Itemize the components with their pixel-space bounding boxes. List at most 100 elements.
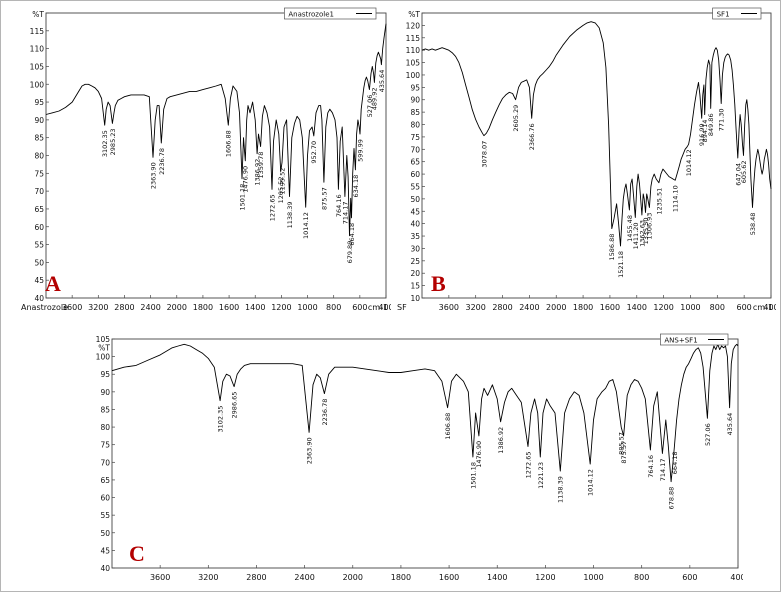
svg-text:2236.78: 2236.78: [158, 148, 166, 175]
svg-text:120: 120: [406, 21, 421, 30]
svg-text:95: 95: [34, 98, 44, 107]
svg-text:%T: %T: [408, 10, 420, 19]
svg-text:SF1: SF1: [717, 11, 730, 19]
svg-text:1306.93: 1306.93: [646, 213, 654, 240]
svg-text:2363.90: 2363.90: [305, 437, 313, 464]
svg-text:664.18: 664.18: [671, 451, 679, 474]
svg-text:1235.51: 1235.51: [655, 188, 663, 215]
svg-text:1359.78: 1359.78: [257, 152, 265, 179]
svg-text:605.62: 605.62: [740, 161, 748, 184]
svg-text:1606.88: 1606.88: [225, 130, 233, 157]
svg-text:1138.39: 1138.39: [286, 201, 294, 228]
svg-text:55: 55: [100, 511, 110, 520]
svg-text:714.17: 714.17: [659, 459, 667, 482]
svg-text:50: 50: [410, 195, 420, 204]
svg-text:95: 95: [100, 370, 110, 379]
svg-text:800: 800: [326, 303, 341, 312]
svg-text:35: 35: [410, 232, 420, 241]
svg-text:100: 100: [30, 80, 45, 89]
svg-text:2800: 2800: [492, 303, 512, 312]
svg-text:1000: 1000: [297, 303, 317, 312]
svg-text:1501.18: 1501.18: [238, 184, 246, 211]
svg-text:2986.65: 2986.65: [230, 392, 238, 419]
svg-text:875.57: 875.57: [320, 187, 328, 210]
svg-text:10: 10: [410, 294, 420, 303]
svg-text:952.70: 952.70: [310, 141, 318, 164]
svg-text:25: 25: [410, 257, 420, 266]
svg-text:90: 90: [34, 116, 44, 125]
svg-text:1455.48: 1455.48: [626, 215, 634, 242]
svg-text:600: 600: [682, 573, 697, 582]
svg-text:1362.63: 1362.63: [638, 220, 646, 247]
svg-text:115: 115: [406, 34, 421, 43]
svg-text:679.89: 679.89: [346, 241, 354, 264]
svg-text:1200: 1200: [535, 573, 555, 582]
svg-text:714.17: 714.17: [341, 201, 349, 224]
svg-text:1200: 1200: [271, 303, 291, 312]
svg-text:45: 45: [100, 546, 110, 555]
svg-text:3600: 3600: [150, 573, 170, 582]
spectrum-chart-sf: 10 15 20 25 30 35 40 45 50 55 60 65 70 75 80 85 90 95 100 1…: [397, 7, 776, 312]
svg-text:30: 30: [410, 244, 420, 253]
svg-text:2400: 2400: [519, 303, 539, 312]
svg-text:3102.35: 3102.35: [217, 406, 225, 433]
svg-text:435.64: 435.64: [726, 413, 734, 436]
svg-text:1114.10: 1114.10: [672, 185, 680, 212]
svg-text:2000: 2000: [167, 303, 187, 312]
svg-text:764.16: 764.16: [335, 194, 343, 217]
svg-text:55: 55: [410, 182, 420, 191]
panel-b: 10 15 20 25 30 35 40 45 50 55 60 65 70 75 80 85 90 95 100 1…: [395, 5, 776, 319]
svg-text:75: 75: [100, 441, 110, 450]
svg-text:1195.52: 1195.52: [278, 168, 286, 195]
svg-text:55: 55: [34, 241, 44, 250]
svg-text:3200: 3200: [88, 303, 108, 312]
panel-c: 40 45 50 55 60 65 70 75 80 85 90 95 100 105 %T 3600 3200…: [85, 331, 743, 589]
svg-text:400: 400: [378, 303, 391, 312]
svg-text:2236.78: 2236.78: [321, 399, 329, 426]
svg-text:400: 400: [730, 573, 743, 582]
svg-text:105: 105: [406, 59, 421, 68]
svg-text:1386.92: 1386.92: [253, 159, 261, 186]
svg-text:875.57: 875.57: [620, 441, 628, 464]
svg-text:80: 80: [100, 423, 110, 432]
svg-text:2366.76: 2366.76: [528, 123, 536, 150]
svg-text:3102.35: 3102.35: [101, 130, 109, 157]
svg-text:1800: 1800: [573, 303, 593, 312]
svg-text:1586.88: 1586.88: [608, 234, 616, 261]
svg-text:60: 60: [410, 170, 420, 179]
svg-text:100: 100: [96, 353, 111, 362]
svg-text:70: 70: [34, 187, 44, 196]
svg-text:1000: 1000: [680, 303, 700, 312]
svg-text:489.92: 489.92: [371, 87, 379, 110]
svg-text:65: 65: [100, 476, 110, 485]
svg-text:60: 60: [100, 494, 110, 503]
svg-text:1400: 1400: [245, 303, 265, 312]
svg-text:1800: 1800: [193, 303, 213, 312]
svg-text:664.18: 664.18: [348, 223, 356, 246]
svg-text:800: 800: [710, 303, 725, 312]
svg-text:20: 20: [410, 269, 420, 278]
svg-text:1400: 1400: [487, 573, 507, 582]
svg-text:1800: 1800: [391, 573, 411, 582]
svg-text:115: 115: [30, 27, 45, 36]
svg-text:1600: 1600: [439, 573, 459, 582]
svg-text:1476.90: 1476.90: [242, 166, 250, 193]
svg-text:3200: 3200: [466, 303, 486, 312]
svg-text:80: 80: [410, 121, 420, 130]
svg-text:400: 400: [763, 303, 776, 312]
svg-text:1411.20: 1411.20: [632, 222, 640, 249]
svg-text:527.06: 527.06: [366, 95, 374, 118]
svg-text:849.86: 849.86: [707, 113, 715, 136]
svg-text:1014.12: 1014.12: [587, 469, 595, 496]
svg-text:75: 75: [410, 133, 420, 142]
svg-text:90: 90: [410, 96, 420, 105]
svg-text:40: 40: [34, 294, 44, 303]
spectrum-chart-ans-sf: 40 45 50 55 60 65 70 75 80 85 90 95 100 105%T 3600 3200…: [96, 333, 743, 582]
svg-text:3600: 3600: [439, 303, 459, 312]
svg-text:647.04: 647.04: [734, 163, 742, 186]
svg-text:894.14: 894.14: [701, 120, 709, 143]
panel-a: 40 45 50 55 60 65 70 75 80 85 90 95 100 105 110 115 %T 36…: [19, 5, 391, 319]
svg-text:3600: 3600: [62, 303, 82, 312]
svg-text:2800: 2800: [114, 303, 134, 312]
svg-text:1600: 1600: [600, 303, 620, 312]
